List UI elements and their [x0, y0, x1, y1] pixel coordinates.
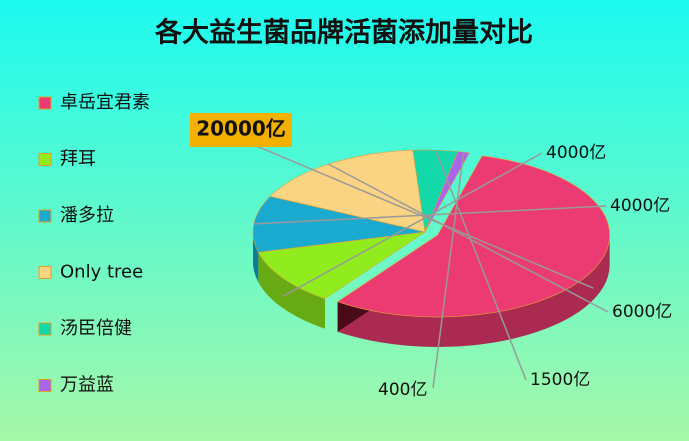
data-label: 4000亿	[546, 143, 606, 163]
legend-label: 卓岳宜君素	[60, 92, 150, 113]
data-label: 20000亿	[196, 117, 286, 141]
leader-line	[432, 152, 465, 389]
label-box	[190, 113, 292, 147]
leader-line	[282, 152, 543, 297]
leader-line	[328, 163, 609, 313]
leader-line	[253, 205, 607, 225]
legend-swatch	[38, 322, 52, 336]
legend-swatch	[38, 153, 52, 166]
slice-side	[337, 234, 610, 347]
legend-label: Only tree	[60, 262, 143, 283]
legend-label: 拜耳	[60, 149, 96, 170]
legend-label: 汤臣倍健	[60, 318, 132, 339]
legend-swatch	[38, 266, 52, 279]
slice	[257, 231, 426, 300]
data-label: 6000亿	[612, 302, 672, 322]
legend-swatch	[38, 96, 52, 110]
legend-label: 万益蓝	[60, 375, 114, 396]
data-label: 4000亿	[610, 196, 670, 216]
leader-line	[434, 149, 527, 381]
legend-label: 潘多拉	[60, 205, 114, 226]
chart-title: 各大益生菌品牌活菌添加量对比	[154, 17, 533, 49]
slice-side	[252, 232, 259, 283]
legend-swatch	[38, 209, 52, 223]
data-label: 1500亿	[530, 370, 590, 390]
slice-side	[258, 252, 325, 329]
data-label: 400亿	[378, 380, 427, 400]
legend-swatch	[38, 379, 52, 392]
